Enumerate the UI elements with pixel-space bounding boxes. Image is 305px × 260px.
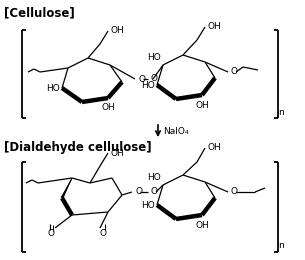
Text: O: O xyxy=(99,230,106,238)
Text: OH: OH xyxy=(110,25,124,35)
Polygon shape xyxy=(61,178,72,199)
Text: HO: HO xyxy=(141,81,155,89)
Text: n: n xyxy=(278,107,284,116)
Text: O: O xyxy=(230,186,237,196)
Text: O: O xyxy=(150,186,157,196)
Text: OH: OH xyxy=(101,103,115,112)
Text: O: O xyxy=(230,67,237,75)
Text: OH: OH xyxy=(207,144,221,153)
Text: HO: HO xyxy=(147,173,161,182)
Text: [Dialdehyde cellulose]: [Dialdehyde cellulose] xyxy=(4,141,152,154)
Text: O: O xyxy=(48,230,55,238)
Text: HO: HO xyxy=(46,83,60,93)
Text: O: O xyxy=(150,74,157,82)
Text: O: O xyxy=(138,75,145,83)
Text: NaIO₄: NaIO₄ xyxy=(163,127,188,135)
Text: OH: OH xyxy=(207,22,221,30)
Text: HO: HO xyxy=(147,53,161,62)
Text: OH: OH xyxy=(195,101,209,110)
Text: OH: OH xyxy=(110,148,124,158)
Text: OH: OH xyxy=(195,221,209,230)
Text: [Cellulose]: [Cellulose] xyxy=(4,6,75,20)
Text: HO: HO xyxy=(141,200,155,210)
Text: O: O xyxy=(135,187,142,197)
Text: n: n xyxy=(278,242,284,250)
